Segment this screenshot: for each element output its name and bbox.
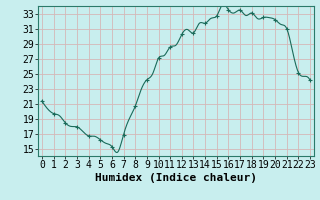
X-axis label: Humidex (Indice chaleur): Humidex (Indice chaleur) [95,173,257,183]
